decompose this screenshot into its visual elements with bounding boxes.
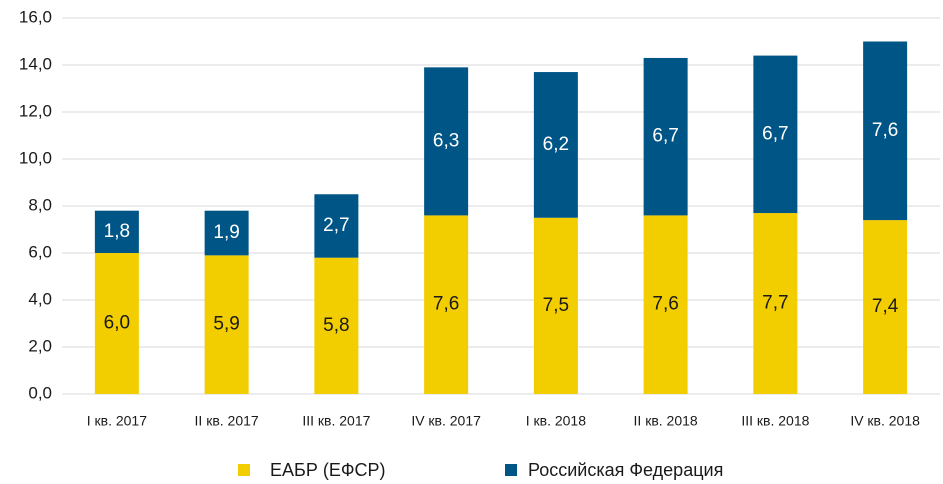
value-label: 6,2 [543,134,569,155]
y-tick-label: 8,0 [28,195,52,214]
value-label: 7,5 [543,295,569,316]
value-label: 7,6 [433,294,459,315]
y-tick-label: 12,0 [19,101,52,120]
bar-segment [863,220,908,394]
value-label: 6,7 [762,123,788,144]
value-label: 7,6 [872,120,898,141]
value-label: 7,6 [652,294,678,315]
bar-segment [753,213,798,394]
bar-segment [94,210,139,253]
bar-segment [643,57,688,216]
y-tick-label: 4,0 [28,289,52,308]
legend-swatch [505,464,517,476]
legend-label: ЕАБР (ЕФСР) [270,460,386,480]
y-tick-label: 10,0 [19,148,52,167]
x-tick-label: III кв. 2017 [302,413,370,429]
value-label: 1,8 [104,221,130,242]
bar-segment [424,67,469,216]
x-tick-label: IV кв. 2018 [850,413,920,429]
value-label: 2,7 [323,215,349,236]
value-label: 7,7 [762,293,788,314]
value-label: 5,9 [213,314,239,335]
x-tick-label: I кв. 2017 [87,413,147,429]
bar-segment [94,253,139,394]
x-tick-label: I кв. 2018 [526,413,586,429]
value-label: 6,3 [433,130,459,151]
y-tick-label: 16,0 [19,7,52,26]
bar-segment [863,41,908,221]
y-tick-label: 2,0 [28,336,52,355]
value-label: 7,4 [872,296,899,317]
legend-swatch [238,464,250,476]
bar-segment [533,217,578,394]
y-tick-label: 0,0 [28,383,52,402]
x-tick-label: II кв. 2018 [634,413,698,429]
value-label: 5,8 [323,315,349,336]
bar-segment [314,257,359,394]
legend-label: Российская Федерация [528,460,723,480]
bar-segment [204,210,249,256]
bar-segment [314,194,359,258]
bar-segment [204,255,249,394]
bar-segment [643,215,688,394]
bar-segment [533,72,578,218]
value-label: 6,7 [652,126,678,147]
value-label: 6,0 [104,313,130,334]
value-label: 1,9 [213,222,239,243]
x-tick-label: II кв. 2017 [195,413,259,429]
y-tick-label: 14,0 [19,54,52,73]
bar-segment [424,215,469,394]
bar-segment [753,55,798,214]
x-tick-label: III кв. 2018 [741,413,809,429]
x-tick-label: IV кв. 2017 [411,413,481,429]
y-tick-label: 6,0 [28,242,52,261]
